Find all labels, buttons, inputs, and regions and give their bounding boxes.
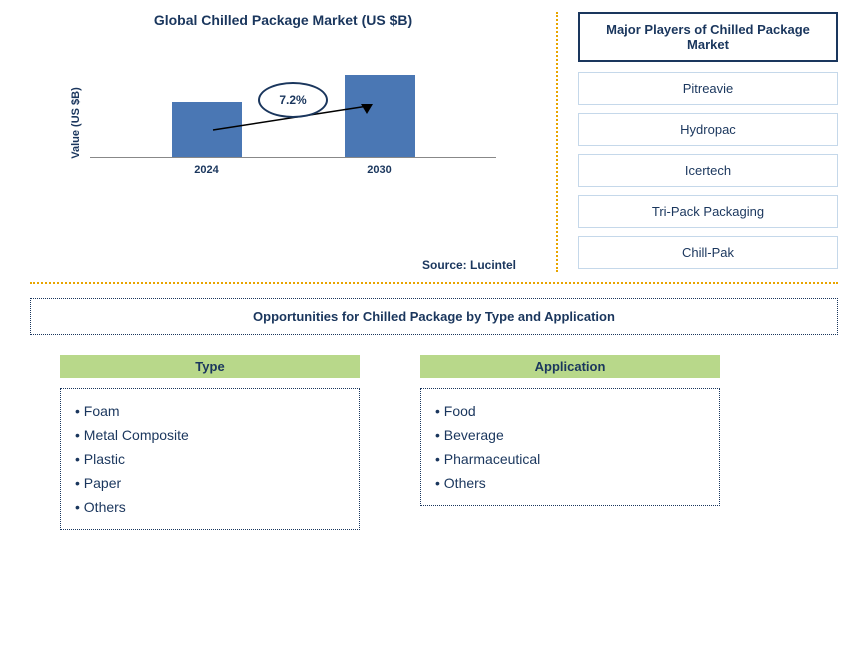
category-item: Foam <box>75 399 345 423</box>
category-block: Type FoamMetal CompositePlasticPaperOther… <box>60 355 360 530</box>
player-item: Tri-Pack Packaging <box>578 195 838 228</box>
category-block: Application FoodBeveragePharmaceuticalOth… <box>420 355 720 530</box>
opportunities-header: Opportunities for Chilled Package by Typ… <box>30 298 838 335</box>
players-panel: Major Players of Chilled Package Market … <box>558 12 838 272</box>
category-item: Food <box>435 399 705 423</box>
x-axis-tick: 2030 <box>345 164 415 176</box>
category-item: Beverage <box>435 423 705 447</box>
top-section: Global Chilled Package Market (US $B) Va… <box>30 12 838 272</box>
bar <box>345 75 415 158</box>
category-header: Type <box>60 355 360 378</box>
category-item: Paper <box>75 471 345 495</box>
bar <box>172 102 242 157</box>
source-label: Source: Lucintel <box>422 258 516 272</box>
category-header: Application <box>420 355 720 378</box>
player-item: Chill-Pak <box>578 236 838 269</box>
category-items: FoamMetal CompositePlasticPaperOthers <box>60 388 360 530</box>
players-header: Major Players of Chilled Package Market <box>578 12 838 62</box>
y-axis-label: Value (US $B) <box>70 87 82 159</box>
player-item: Icertech <box>578 154 838 187</box>
player-item: Pitreavie <box>578 72 838 105</box>
category-item: Metal Composite <box>75 423 345 447</box>
horizontal-divider <box>30 282 838 284</box>
category-item: Pharmaceutical <box>435 447 705 471</box>
categories-row: TypeFoamMetal CompositePlasticPaperOther… <box>30 355 838 530</box>
growth-rate-badge: 7.2% <box>258 82 328 118</box>
category-item: Plastic <box>75 447 345 471</box>
players-list: Pitreavie Hydropac Icertech Tri-Pack Packag… <box>578 72 838 269</box>
chart-area: Value (US $B) 7.2% 20242030 <box>90 48 496 198</box>
chart-panel: Global Chilled Package Market (US $B) Va… <box>30 12 558 272</box>
x-axis-tick: 2024 <box>172 164 242 176</box>
x-labels: 2024 2030 <box>90 164 496 176</box>
growth-rate-value: 7.2% <box>258 82 328 118</box>
category-item: Others <box>435 471 705 495</box>
player-item: Hydropac <box>578 113 838 146</box>
category-items: FoodBeveragePharmaceuticalOthers <box>420 388 720 506</box>
category-item: Others <box>75 495 345 519</box>
chart-title: Global Chilled Package Market (US $B) <box>30 12 536 28</box>
